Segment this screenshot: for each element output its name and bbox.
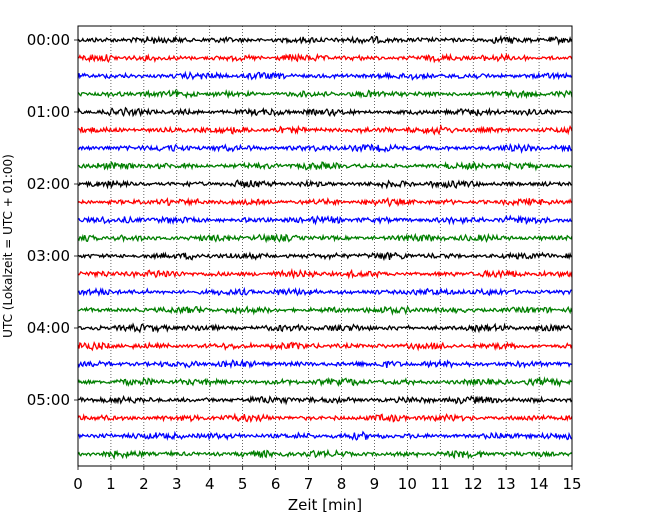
- x-tick-label: 12: [464, 475, 483, 493]
- seismogram-trace: [77, 214, 573, 226]
- seismogram-trace: [77, 123, 573, 136]
- y-tick-label: 04:00: [27, 319, 70, 337]
- seismogram-trace: [77, 142, 573, 154]
- seismogram-trace: [77, 70, 573, 81]
- x-tick-label: 3: [172, 475, 182, 493]
- x-tick-label: 10: [398, 475, 417, 493]
- x-tick-label: 4: [205, 475, 215, 493]
- seismogram-trace: [77, 267, 573, 280]
- plot-frame: [77, 25, 573, 467]
- y-tick-label: 02:00: [27, 175, 70, 193]
- x-tick-label: 6: [271, 475, 281, 493]
- y-tick-label: 05:00: [27, 391, 70, 409]
- trace-group: [77, 34, 573, 461]
- grid-lines: [110, 26, 540, 466]
- seismogram-trace: [77, 448, 573, 461]
- x-tick-label: 7: [304, 475, 314, 493]
- x-tick-label: 9: [370, 475, 380, 493]
- seismogram-trace: [77, 341, 573, 352]
- x-tick-label: 13: [497, 475, 516, 493]
- x-tick-label: 2: [139, 475, 149, 493]
- x-tick-label: 1: [106, 475, 116, 493]
- seismogram-trace: [77, 106, 573, 118]
- seismogram-trace: [77, 34, 573, 46]
- seismogram-trace: [77, 430, 573, 441]
- x-tick-label: 15: [562, 475, 581, 493]
- seismogram-trace: [77, 322, 573, 334]
- seismogram-trace: [78, 178, 573, 190]
- x-axis-label: Zeit [min]: [288, 496, 362, 514]
- seismogram-trace: [77, 232, 573, 244]
- x-tick-label: 0: [73, 475, 83, 493]
- x-tick-label: 5: [238, 475, 248, 493]
- seismogram-trace: [77, 376, 573, 388]
- y-axis-ticks: 00:00 01:00 02:00 03:00 04:00 05:00: [27, 31, 78, 409]
- y-tick-label: 00:00: [27, 31, 70, 49]
- seismogram-trace: [77, 394, 573, 406]
- x-tick-label: 14: [530, 475, 549, 493]
- seismogram-trace: [77, 286, 573, 297]
- seismogram-trace: [77, 52, 573, 64]
- seismogram-trace: [77, 88, 573, 100]
- seismogram-trace: [78, 305, 573, 316]
- y-axis-label: UTC (Lokalzeit = UTC + 01:00): [1, 154, 15, 338]
- y-tick-label: 03:00: [27, 247, 70, 265]
- seismogram-trace: [77, 251, 573, 262]
- seismogram-trace: [77, 160, 573, 172]
- seismogram-trace: [77, 412, 573, 424]
- seismogram-trace: [77, 358, 573, 370]
- x-tick-label: 8: [337, 475, 347, 493]
- y-tick-label: 01:00: [27, 103, 70, 121]
- seismogram-trace: [77, 196, 573, 208]
- x-axis-ticks: 0 1 2 3 4 5 6 7 8 9 10 11 12 13 14 15: [73, 466, 582, 493]
- x-tick-label: 11: [431, 475, 450, 493]
